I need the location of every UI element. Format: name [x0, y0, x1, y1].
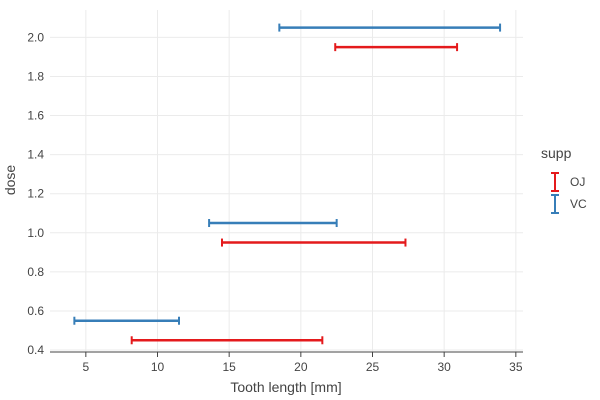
y-axis-title: dose — [2, 165, 18, 196]
x-tick-label: 30 — [437, 360, 451, 374]
legend-items: OJ VC — [551, 172, 587, 214]
legend-title: supp — [541, 145, 572, 161]
legend-item-vc[interactable]: VC — [551, 194, 587, 214]
error-bar[interactable] — [130, 336, 324, 345]
legend-key — [551, 172, 559, 192]
y-axis: 0.4 0.6 0.8 1.0 1.2 1.4 1.6 1.8 2.0 — [27, 30, 44, 357]
y-tick-label: 0.4 — [27, 343, 44, 357]
x-tick-label: 35 — [509, 360, 523, 374]
y-tick-label: 1.6 — [27, 109, 44, 123]
x-tick-label: 10 — [151, 360, 165, 374]
x-tick-label: 25 — [366, 360, 380, 374]
x-axis: 5 10 15 20 25 30 35 — [50, 351, 523, 374]
series-oj — [130, 43, 459, 345]
error-bar[interactable] — [221, 238, 407, 247]
error-bar[interactable] — [208, 219, 338, 228]
x-axis-title: Tooth length [mm] — [230, 379, 341, 395]
error-bar[interactable] — [278, 23, 502, 32]
y-tick-label: 1.0 — [27, 226, 44, 240]
grid — [50, 10, 523, 352]
legend[interactable]: supp OJ VC — [541, 145, 587, 214]
x-tick-label: 5 — [82, 360, 89, 374]
legend-item-oj[interactable]: OJ — [551, 172, 585, 192]
legend-key — [551, 194, 559, 214]
y-tick-label: 0.8 — [27, 265, 44, 279]
error-bar[interactable] — [334, 43, 459, 52]
y-tick-label: 0.6 — [27, 304, 44, 318]
y-tick-label: 1.4 — [27, 148, 44, 162]
y-tick-label: 2.0 — [27, 30, 44, 44]
x-tick-label: 20 — [294, 360, 308, 374]
error-bar[interactable] — [73, 316, 180, 325]
y-tick-label: 1.2 — [27, 187, 44, 201]
y-tick-label: 1.8 — [27, 69, 44, 83]
error-bars — [73, 23, 502, 345]
legend-label: VC — [570, 197, 587, 211]
series-vc — [73, 23, 502, 325]
x-tick-label: 15 — [222, 360, 236, 374]
legend-label: OJ — [570, 175, 585, 189]
